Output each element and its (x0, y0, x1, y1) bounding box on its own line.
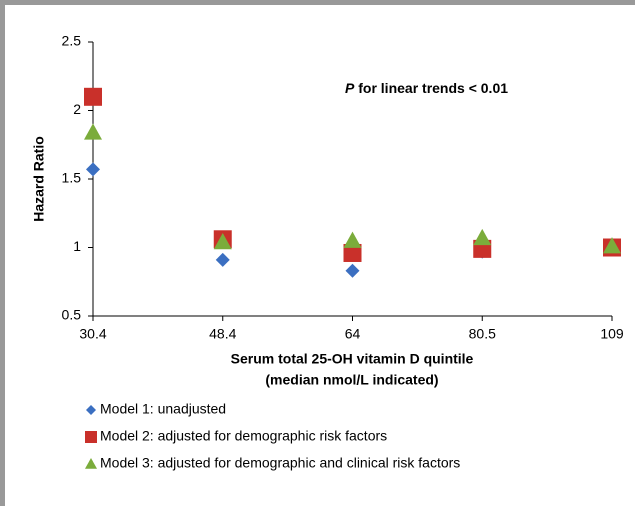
diamond-marker (86, 405, 96, 415)
y-tick-label: 1 (73, 238, 81, 254)
triangle-marker (343, 231, 362, 248)
triangle-marker (603, 237, 621, 254)
diamond-marker (215, 252, 230, 267)
legend-label: Model 3: adjusted for demographic and cl… (100, 455, 460, 471)
x-tick-label: 64 (345, 326, 361, 342)
y-tick-label: 2 (73, 101, 81, 117)
legend-label: Model 2: adjusted for demographic risk f… (100, 428, 387, 444)
x-axis-label: Serum total 25-OH vitamin D quintile (231, 351, 474, 367)
annotation-italic: P (345, 80, 355, 96)
triangle-marker (213, 233, 232, 250)
x-axis-label: (median nmol/L indicated) (265, 372, 438, 388)
triangle-marker (84, 123, 102, 140)
legend-label: Model 1: unadjusted (100, 401, 226, 417)
square-marker (343, 243, 362, 262)
annotation: P for linear trends < 0.01 (345, 80, 508, 96)
annotation-text: for linear trends < 0.01 (358, 80, 508, 96)
x-tick-label: 30.4 (79, 326, 106, 342)
triangle-marker (473, 228, 492, 246)
x-tick-label: 109 (600, 326, 624, 342)
y-tick-label: 2.5 (62, 33, 82, 49)
y-axis-label: Hazard Ratio (31, 136, 47, 222)
diamond-marker (345, 263, 360, 278)
y-tick-label: 1.5 (62, 170, 82, 186)
triangle-marker (85, 458, 97, 469)
y-tick-label: 0.5 (62, 307, 82, 323)
diamond-marker (86, 162, 100, 177)
square-marker (84, 87, 102, 106)
square-marker (85, 431, 97, 443)
x-tick-label: 80.5 (469, 326, 496, 342)
x-tick-label: 48.4 (209, 326, 236, 342)
